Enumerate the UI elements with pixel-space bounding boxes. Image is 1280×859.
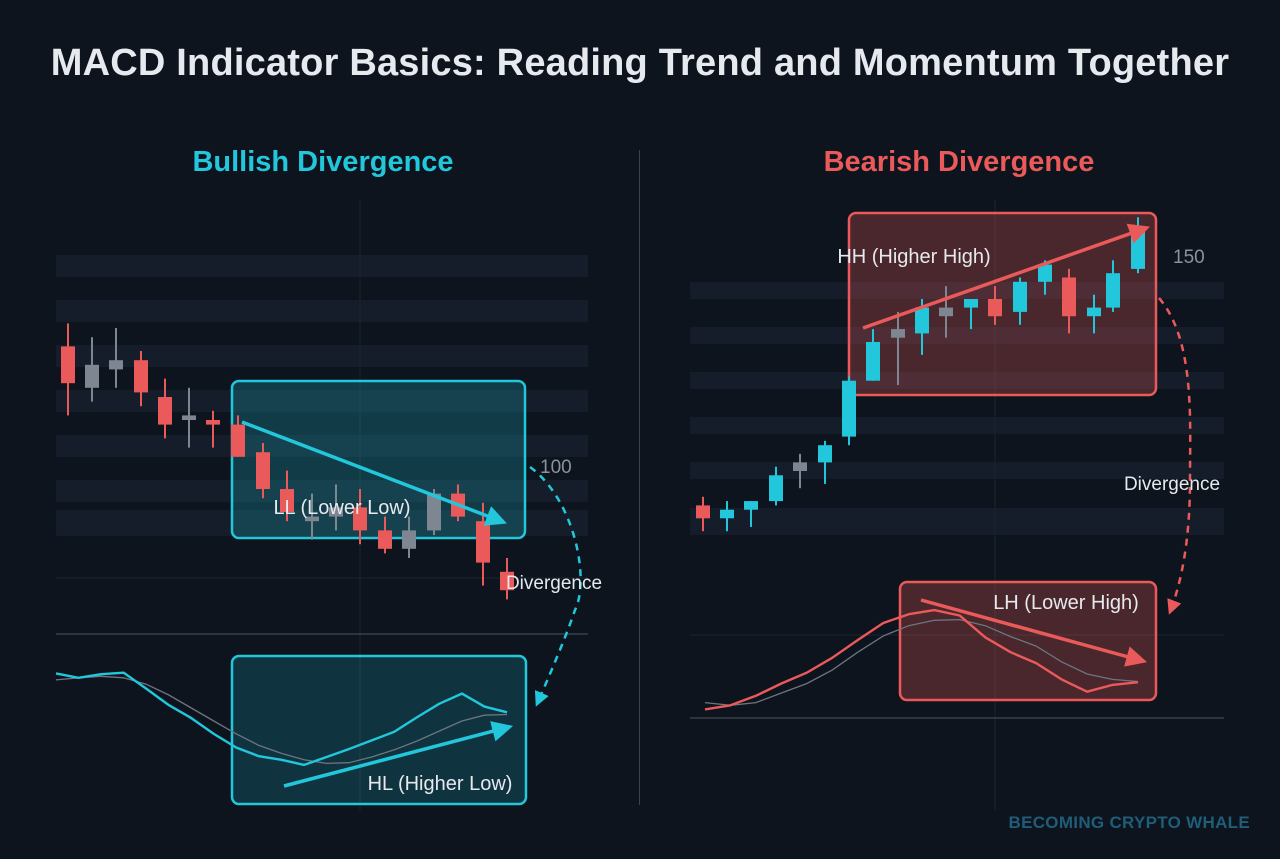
macd-annotation-label: LH (Lower High) [993, 592, 1139, 614]
candle-body [85, 364, 99, 388]
candle-body [1087, 307, 1101, 317]
candle-body [891, 329, 905, 338]
bearish-panel-title: Bearish Divergence [823, 146, 1095, 178]
macd-line [704, 608, 1139, 711]
candle-body [280, 489, 294, 512]
bullish-panel-title: Bullish Divergence [192, 146, 454, 178]
bearish-grid [690, 200, 1224, 810]
candle-body [1131, 230, 1145, 269]
grid-band [56, 345, 588, 367]
signal-line [55, 675, 508, 765]
candle-body [964, 299, 978, 308]
candle-body [500, 571, 514, 591]
grid-band [690, 462, 1224, 479]
candle-body [329, 507, 343, 517]
macd-line [55, 671, 508, 767]
candle-body [109, 360, 123, 370]
candle-body [305, 516, 319, 522]
divergence-label: Divergence [506, 573, 602, 594]
candle-body [427, 493, 441, 531]
grid-band [56, 255, 588, 277]
watermark: BECOMING CRYPTO WHALE [1008, 813, 1250, 832]
candle-body [915, 307, 929, 334]
price-highlight-box [847, 211, 1158, 397]
candle-body [1106, 273, 1120, 308]
price-trend-arrow [241, 420, 507, 526]
price-trend-arrow [862, 223, 1150, 330]
macd-annotation-label: HL (Higher Low) [368, 773, 513, 795]
candle-body [182, 415, 196, 420]
price-level-label: 100 [540, 457, 572, 478]
candle-body [744, 501, 758, 510]
price-annotation-label: HH (Higher High) [837, 246, 990, 268]
grid-band [690, 372, 1224, 389]
bullish-panel: LL (Lower Low) HL (Higher Low) Divergence 1… [55, 323, 602, 806]
candle-body [476, 521, 490, 563]
price-level-label: 150 [1173, 247, 1205, 268]
candle-body [402, 530, 416, 549]
candle-body [378, 530, 392, 549]
candle-body [256, 452, 270, 489]
candle-body [696, 505, 710, 519]
grid-band [690, 508, 1224, 535]
candle-body [1013, 281, 1027, 312]
candle-body [793, 462, 807, 471]
grid-band [690, 282, 1224, 299]
page-title: MACD Indicator Basics: Reading Trend and… [50, 42, 1230, 84]
grid-band [690, 417, 1224, 434]
signal-line [704, 618, 1139, 706]
candle-body [1038, 264, 1052, 282]
candle-body [1062, 277, 1076, 317]
candle-body [769, 475, 783, 502]
panel-divider [639, 150, 640, 805]
candle-body [134, 360, 148, 393]
candle-body [353, 507, 367, 531]
divergence-connector-arrow [1158, 297, 1192, 615]
candle-body [818, 445, 832, 463]
candle-body [206, 420, 220, 425]
candle-body [158, 397, 172, 425]
divergence-label: Divergence [1124, 474, 1220, 495]
price-annotation-label: LL (Lower Low) [273, 497, 410, 519]
bearish-panel: HH (Higher High) LH (Lower High) Divergenc… [696, 211, 1220, 711]
candle-body [720, 509, 734, 519]
candle-body [61, 346, 75, 384]
candle-body [939, 307, 953, 317]
macd-highlight-box [230, 654, 528, 806]
grid-band [690, 327, 1224, 344]
candle-body [988, 299, 1002, 317]
candle-body [842, 380, 856, 437]
macd-trend-arrow [283, 721, 514, 788]
grid-band [56, 300, 588, 322]
candle-body [866, 342, 880, 381]
candle-body [231, 424, 245, 457]
macd-trend-arrow [920, 598, 1148, 667]
